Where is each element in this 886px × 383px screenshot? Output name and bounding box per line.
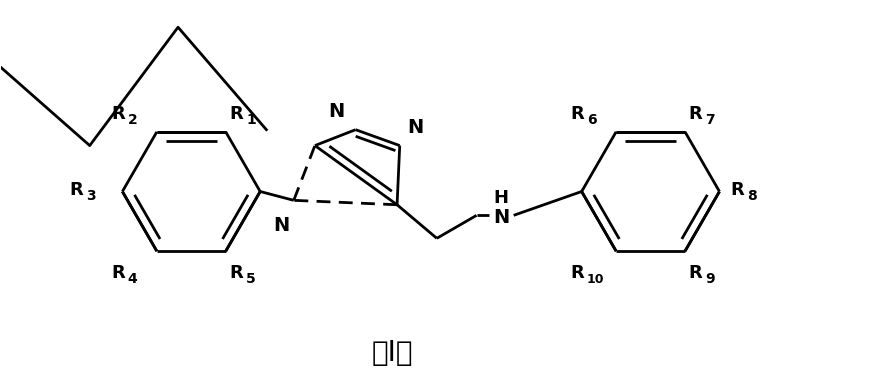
Text: R: R	[111, 264, 125, 282]
Text: R: R	[688, 105, 703, 123]
Text: R: R	[111, 105, 125, 123]
Text: R: R	[571, 264, 584, 282]
Text: R: R	[730, 181, 744, 199]
Text: N: N	[408, 118, 424, 137]
Text: （I）: （I）	[372, 339, 414, 367]
Text: N: N	[273, 216, 290, 235]
Text: 10: 10	[587, 273, 604, 286]
Text: R: R	[229, 264, 243, 282]
Text: R: R	[229, 105, 243, 123]
Text: 6: 6	[587, 113, 596, 128]
Text: N: N	[328, 102, 345, 121]
Text: R: R	[69, 181, 83, 199]
Text: R: R	[571, 105, 584, 123]
Text: 5: 5	[246, 272, 256, 286]
Text: 3: 3	[86, 189, 96, 203]
Text: N: N	[494, 208, 509, 228]
Text: 9: 9	[705, 272, 715, 286]
Text: 1: 1	[246, 113, 256, 128]
Text: 7: 7	[705, 113, 715, 128]
Text: 2: 2	[128, 113, 137, 128]
Text: 4: 4	[128, 272, 137, 286]
Text: 8: 8	[747, 189, 757, 203]
Text: H: H	[494, 189, 509, 207]
Text: R: R	[688, 264, 703, 282]
